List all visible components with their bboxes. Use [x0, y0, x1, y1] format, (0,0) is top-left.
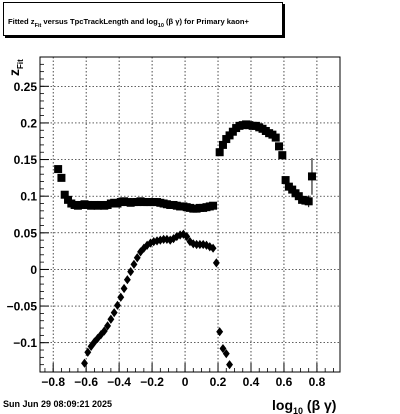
square-marker	[209, 201, 218, 210]
chart-title: Fitted zFit versus TpcTrackLength and lo…	[8, 17, 250, 29]
square-marker	[218, 140, 227, 149]
y-tick-label: 0.2	[20, 116, 37, 130]
diamond-marker	[90, 337, 98, 347]
diamond-marker	[100, 326, 108, 336]
y-axis-label: zFit	[6, 59, 25, 76]
data-markers	[54, 120, 316, 370]
square-marker	[275, 142, 284, 151]
x-tick-label: −0.6	[74, 375, 98, 389]
title-suffix: (β γ) for Primary kaon+	[164, 17, 250, 26]
x-tick-label: −0.4	[107, 375, 131, 389]
diamond-marker	[130, 259, 138, 269]
x-tick-label: −0.8	[41, 375, 65, 389]
x-axis-label-rest: (β γ)	[303, 397, 336, 413]
title-mid: versus TpcTrackLength and log	[41, 17, 158, 26]
grid-lines	[40, 57, 340, 372]
svg-text:Fitted zFit versus TpcTrackL: Fitted zFit versus TpcTrackLength and lo…	[8, 17, 250, 29]
title-sub-fit: Fit	[35, 23, 42, 29]
square-marker	[304, 197, 313, 206]
diamond-marker	[219, 343, 227, 354]
diamond-marker	[127, 267, 135, 277]
y-axis-label-sub: Fit	[16, 59, 25, 69]
title-box: Fitted zFit versus TpcTrackLength and lo…	[3, 2, 283, 36]
x-axis-label-sub: 10	[293, 406, 303, 414]
y-tick-label: −0.05	[7, 300, 38, 314]
diamond-marker	[107, 314, 115, 324]
diamond-marker	[203, 240, 210, 250]
diamond-marker	[110, 308, 118, 318]
diamond-marker	[216, 327, 224, 337]
x-axis-label: log10 (β γ)	[272, 397, 336, 414]
square-marker	[307, 172, 316, 181]
diamond-marker	[212, 258, 220, 268]
diamond-marker	[114, 300, 121, 310]
diamond-marker	[94, 333, 102, 343]
y-tick-label: 0.15	[14, 153, 38, 167]
square-marker	[57, 173, 66, 182]
square-marker	[271, 133, 280, 142]
x-tick-label: 0.6	[276, 375, 293, 389]
square-marker	[54, 165, 63, 174]
y-tick-label: 0.05	[14, 226, 38, 240]
diamond-marker	[123, 275, 131, 285]
diamond-marker	[143, 240, 151, 250]
x-tick-label: −0.2	[140, 375, 164, 389]
diamond-marker	[117, 292, 125, 302]
square-marker	[215, 148, 224, 157]
diamond-marker	[222, 349, 230, 359]
x-tick-label: 0.2	[210, 375, 227, 389]
diamond-marker	[170, 234, 177, 244]
plot-frame	[39, 56, 341, 373]
y-tick-label: 0.25	[14, 80, 38, 94]
square-marker	[281, 176, 290, 185]
diamond-marker	[104, 321, 112, 331]
diamond-marker	[150, 237, 158, 247]
diamond-marker	[81, 358, 88, 368]
axis-ticks	[40, 56, 334, 373]
y-tick-label: 0.1	[20, 190, 37, 204]
y-axis-label-z: z	[6, 69, 22, 76]
diamond-marker	[133, 253, 141, 263]
diamond-marker	[186, 237, 194, 247]
diamond-marker	[226, 360, 234, 370]
y-tick-label: −0.1	[13, 336, 37, 350]
axis-tick-labels: −0.8 −0.6 −0.4 −0.2 0 0.2 0.4 0.6 0.8 −0.1 −0.05 0 0…	[7, 80, 326, 389]
diamond-marker	[176, 230, 184, 240]
diamond-marker	[183, 231, 191, 242]
title-sub-10: 10	[158, 23, 164, 29]
diamond-marker	[120, 283, 128, 294]
title-prefix: Fitted z	[8, 17, 35, 26]
x-tick-label: 0.4	[243, 375, 260, 389]
x-tick-label: 0	[182, 375, 189, 389]
x-axis-label-log: log	[272, 397, 293, 413]
square-marker	[60, 190, 69, 199]
diamond-marker	[209, 243, 217, 253]
y-tick-label: 0	[30, 263, 37, 277]
square-marker	[278, 151, 287, 160]
footer-timestamp: Sun Jun 29 08:09:21 2025	[3, 399, 113, 409]
diamond-marker	[84, 347, 92, 357]
x-tick-label: 0.8	[309, 375, 326, 389]
